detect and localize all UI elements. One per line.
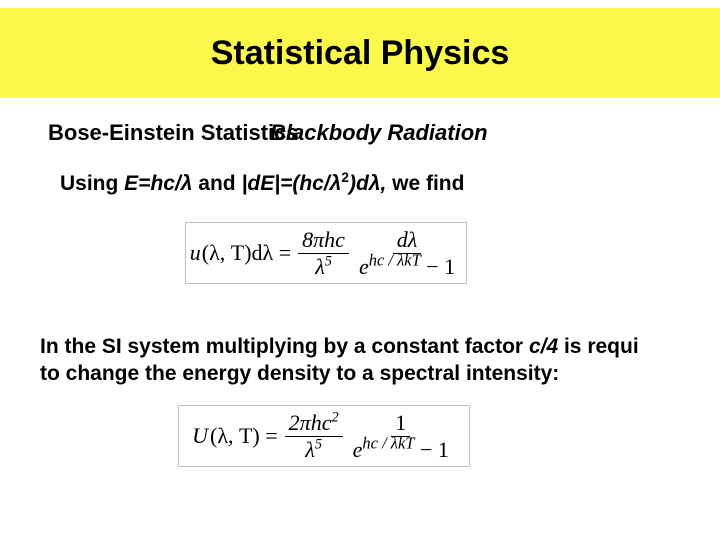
slide-title: Statistical Physics — [0, 34, 720, 73]
f2-lhs-args: (λ, T) = — [210, 423, 278, 449]
f1-frac1-num: 8πhc — [298, 227, 349, 253]
body1-eq2-sup: 2 — [341, 170, 349, 185]
f1-frac1-den-sup: 5 — [325, 253, 332, 269]
subtitle-left: Bose-Einstein Statistics — [48, 120, 299, 146]
formula-1-eq: u (λ, T)dλ = 8πhc λ5 dλ ehc / λkT − 1 — [190, 227, 462, 279]
body1-prefix: Using — [60, 172, 124, 195]
f2-minus1: − 1 — [414, 437, 448, 462]
body-line-1: Using E=hc/λ and |dE|=(hc/λ2)dλ, we find — [60, 172, 464, 196]
f1-minus1: − 1 — [421, 254, 455, 279]
formula-1: u (λ, T)dλ = 8πhc λ5 dλ ehc / λkT − 1 — [185, 222, 467, 284]
f2-frac1-den-sup: 5 — [315, 436, 322, 452]
title-band: Statistical Physics — [0, 8, 720, 98]
formula-2-eq: U (λ, T) = 2πhc2 λ5 1 ehc / λkT − 1 — [192, 410, 456, 462]
body-line-2b: to change the energy density to a spectr… — [40, 362, 559, 386]
body1-mid: and — [192, 172, 241, 195]
f2-e: e — [353, 437, 363, 462]
f1-frac1-den-base: λ — [315, 254, 325, 279]
b2a-em: c/4 — [529, 335, 558, 358]
f1-frac2: dλ ehc / λkT − 1 — [355, 227, 459, 279]
f2-frac1: 2πhc2 λ5 — [285, 410, 343, 462]
f1-lhs-args: (λ, T)dλ = — [202, 240, 291, 266]
body1-eq2-open: |dE|=(hc/λ — [241, 172, 341, 195]
b2a-post: is requi — [558, 335, 639, 358]
body1-eq2-close: )dλ, — [349, 172, 386, 195]
b2a-pre: In the SI system multiplying by a consta… — [40, 335, 529, 358]
f2-frac1-den: λ5 — [301, 437, 326, 462]
f1-exp: hc / λkT — [369, 250, 421, 269]
f2-frac1-num: 2πhc2 — [285, 410, 343, 436]
body1-suffix: we find — [386, 172, 464, 195]
slide: Statistical Physics Bose-Einstein Statis… — [0, 0, 720, 540]
f1-frac1-den: λ5 — [311, 254, 336, 279]
f2-frac1-num-pre: 2πhc — [289, 410, 332, 435]
formula-2: U (λ, T) = 2πhc2 λ5 1 ehc / λkT − 1 — [178, 405, 470, 467]
body-line-2a: In the SI system multiplying by a consta… — [40, 335, 639, 359]
f2-exp: hc / λkT — [362, 433, 414, 452]
f2-frac1-den-base: λ — [305, 437, 315, 462]
f1-lhs-u: u — [190, 240, 201, 266]
subtitle-right: Blackbody Radiation — [270, 120, 488, 146]
f2-frac2-den: ehc / λkT − 1 — [349, 437, 453, 462]
f2-frac1-num-sup: 2 — [331, 410, 338, 426]
f2-lhs-U: U — [192, 423, 208, 449]
f2-frac2: 1 ehc / λkT − 1 — [349, 410, 453, 462]
f1-frac2-den: ehc / λkT − 1 — [355, 254, 459, 279]
body1-eq1: E=hc/λ — [124, 172, 192, 195]
f1-e: e — [359, 254, 369, 279]
f1-frac1: 8πhc λ5 — [298, 227, 349, 279]
